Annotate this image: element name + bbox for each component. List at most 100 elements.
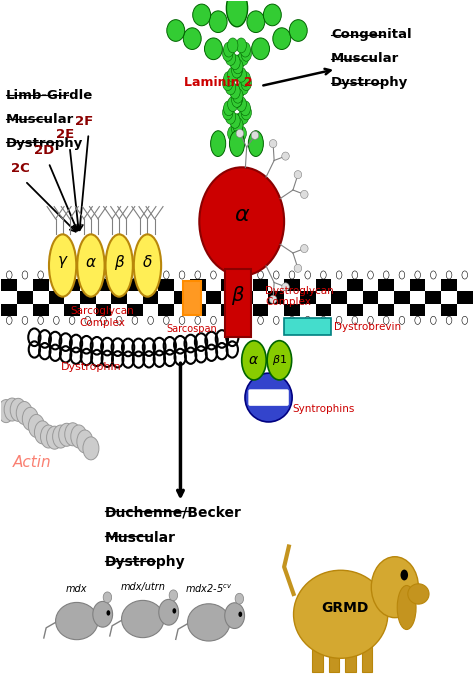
Bar xyxy=(33,279,48,292)
Bar xyxy=(190,279,206,292)
Circle shape xyxy=(231,59,241,74)
Circle shape xyxy=(107,610,110,615)
Bar xyxy=(394,292,410,304)
Bar xyxy=(268,304,284,316)
Circle shape xyxy=(241,105,252,120)
Bar xyxy=(316,292,331,304)
Text: $\beta$: $\beta$ xyxy=(231,284,245,307)
Bar xyxy=(426,292,441,304)
Circle shape xyxy=(224,71,234,86)
Ellipse shape xyxy=(264,4,281,26)
Bar xyxy=(457,279,473,292)
Bar xyxy=(237,292,253,304)
Bar xyxy=(347,279,363,292)
Circle shape xyxy=(399,271,405,279)
Circle shape xyxy=(16,401,32,424)
Circle shape xyxy=(289,316,295,324)
Text: mdx: mdx xyxy=(66,584,88,594)
Bar xyxy=(316,304,331,316)
Circle shape xyxy=(401,570,408,581)
Bar xyxy=(64,304,80,316)
Bar xyxy=(457,292,473,304)
Ellipse shape xyxy=(103,592,112,602)
Ellipse shape xyxy=(245,373,292,422)
Bar xyxy=(143,304,158,316)
Bar xyxy=(221,279,237,292)
Bar xyxy=(426,279,441,292)
Ellipse shape xyxy=(273,28,291,50)
Circle shape xyxy=(305,271,310,279)
Circle shape xyxy=(228,126,238,141)
Circle shape xyxy=(232,63,242,78)
Ellipse shape xyxy=(227,0,247,27)
Ellipse shape xyxy=(229,131,245,156)
Circle shape xyxy=(320,271,326,279)
Circle shape xyxy=(241,46,252,61)
Bar xyxy=(300,279,316,292)
Circle shape xyxy=(4,398,20,421)
Circle shape xyxy=(225,109,236,124)
Bar xyxy=(426,304,441,316)
Bar xyxy=(64,279,80,292)
Bar xyxy=(284,279,300,292)
Circle shape xyxy=(352,316,357,324)
Circle shape xyxy=(164,271,169,279)
Circle shape xyxy=(273,271,279,279)
Circle shape xyxy=(210,316,216,324)
Ellipse shape xyxy=(293,571,388,658)
Bar xyxy=(316,279,331,292)
Ellipse shape xyxy=(93,601,113,627)
Bar xyxy=(253,304,268,316)
Bar xyxy=(96,304,111,316)
Circle shape xyxy=(242,271,248,279)
Circle shape xyxy=(10,398,26,422)
Text: Dystrophy: Dystrophy xyxy=(6,137,83,150)
Circle shape xyxy=(117,316,122,324)
Circle shape xyxy=(0,400,14,423)
Text: Dystroglycan
Complex: Dystroglycan Complex xyxy=(265,286,334,307)
Circle shape xyxy=(7,271,12,279)
Circle shape xyxy=(77,430,93,453)
Circle shape xyxy=(238,50,249,65)
Bar xyxy=(80,279,96,292)
Circle shape xyxy=(40,425,56,448)
Circle shape xyxy=(179,316,185,324)
Ellipse shape xyxy=(188,604,230,641)
Text: Muscular: Muscular xyxy=(331,52,400,65)
Circle shape xyxy=(222,75,233,90)
Bar xyxy=(127,304,143,316)
Circle shape xyxy=(230,114,240,129)
Bar xyxy=(362,628,372,672)
Circle shape xyxy=(336,271,342,279)
Circle shape xyxy=(415,271,420,279)
Ellipse shape xyxy=(294,171,301,179)
Circle shape xyxy=(232,92,242,107)
Bar xyxy=(394,279,410,292)
Circle shape xyxy=(258,316,264,324)
Text: $\alpha$: $\alpha$ xyxy=(248,354,259,367)
Circle shape xyxy=(117,271,122,279)
Ellipse shape xyxy=(301,245,308,252)
Bar xyxy=(48,279,64,292)
Circle shape xyxy=(258,271,264,279)
Text: Limb-Girdle: Limb-Girdle xyxy=(6,90,93,103)
Bar xyxy=(158,304,174,316)
Circle shape xyxy=(71,425,87,448)
Circle shape xyxy=(195,316,201,324)
Circle shape xyxy=(236,38,246,53)
Text: Congenital: Congenital xyxy=(331,29,412,41)
Circle shape xyxy=(232,122,242,137)
Circle shape xyxy=(234,54,244,69)
Bar xyxy=(1,279,17,292)
Bar xyxy=(284,318,331,335)
Circle shape xyxy=(85,271,91,279)
Circle shape xyxy=(232,63,242,78)
Text: Syntrophins: Syntrophins xyxy=(292,405,355,414)
Text: Muscular: Muscular xyxy=(105,531,176,545)
Circle shape xyxy=(231,88,241,103)
Bar xyxy=(17,279,33,292)
Ellipse shape xyxy=(251,131,259,139)
Circle shape xyxy=(38,271,44,279)
Bar xyxy=(410,292,426,304)
Circle shape xyxy=(233,118,243,133)
